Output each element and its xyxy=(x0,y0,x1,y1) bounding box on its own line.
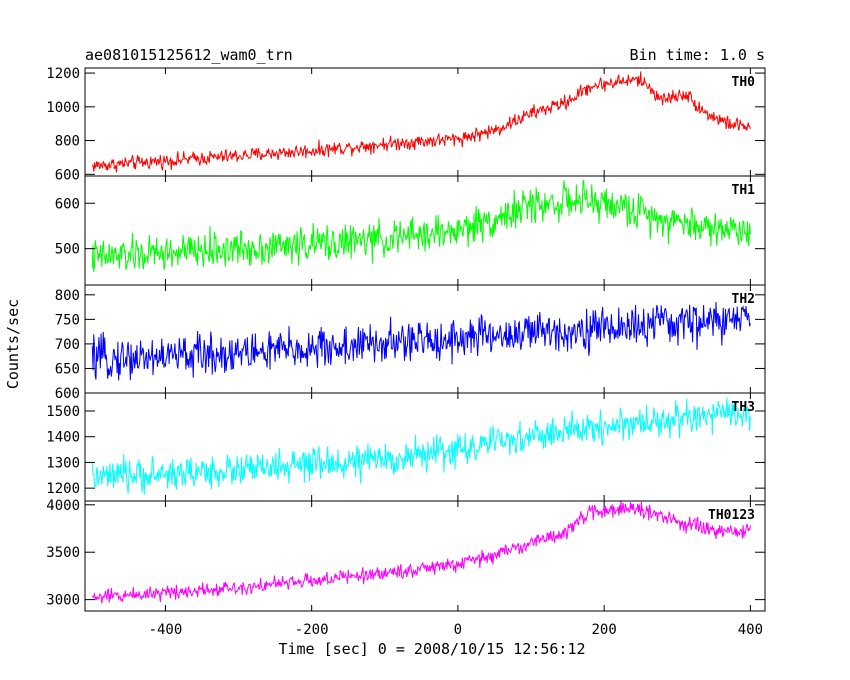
panel-label-th2: TH2 xyxy=(732,292,755,307)
x-tick-label: 400 xyxy=(738,622,763,638)
x-tick-label: -400 xyxy=(149,622,183,638)
panel-label-th1: TH1 xyxy=(732,183,756,198)
panel-frame-th3 xyxy=(84,392,766,502)
series-line-th3 xyxy=(91,397,751,495)
y-tick-label: 3500 xyxy=(46,545,80,561)
panel-label-th0: TH0 xyxy=(732,75,756,90)
y-tick-label: 1400 xyxy=(46,430,80,446)
y-tick-label: 650 xyxy=(55,361,80,377)
y-tick-label: 1000 xyxy=(46,100,80,116)
y-tick-label: 3000 xyxy=(46,593,80,609)
y-tick-label: 800 xyxy=(55,134,80,150)
x-tick-label: -200 xyxy=(295,622,329,638)
y-tick-label: 700 xyxy=(55,337,80,353)
y-tick-label: 1200 xyxy=(46,481,80,497)
y-tick-label: 1300 xyxy=(46,455,80,471)
y-tick-label: 1200 xyxy=(46,66,80,82)
y-tick-label: 600 xyxy=(55,196,80,212)
y-tick-label: 750 xyxy=(55,312,80,328)
panel-frame-th2 xyxy=(84,284,766,394)
y-tick-label: 600 xyxy=(55,167,80,183)
y-tick-label: 800 xyxy=(55,288,80,304)
panel-label-th0123: TH0123 xyxy=(708,508,755,523)
series-line-th1 xyxy=(91,179,751,272)
y-tick-label: 500 xyxy=(55,242,80,258)
y-tick-label: 600 xyxy=(55,386,80,402)
series-line-th0 xyxy=(91,71,751,173)
series-line-th0123 xyxy=(91,501,751,604)
plot-title: ae081015125612_wam0_trn xyxy=(85,46,293,64)
x-tick-label: 0 xyxy=(454,622,462,638)
panel-frame-th0123 xyxy=(84,500,766,612)
panels-group: 600 800 1000 1200 TH0 500 600 TH1 600 650 700 750 80… xyxy=(46,66,766,638)
bin-time-label: Bin time: 1.0 s xyxy=(630,46,765,64)
y-axis-label: Counts/sec xyxy=(4,299,22,389)
series-line-th2 xyxy=(91,301,751,381)
x-tick-label: 200 xyxy=(591,622,616,638)
y-tick-label: 4000 xyxy=(46,498,80,514)
x-axis-label: Time [sec] 0 = 2008/10/15 12:56:12 xyxy=(278,640,585,658)
y-tick-label: 1500 xyxy=(46,404,80,420)
panel-label-th3: TH3 xyxy=(732,400,755,415)
